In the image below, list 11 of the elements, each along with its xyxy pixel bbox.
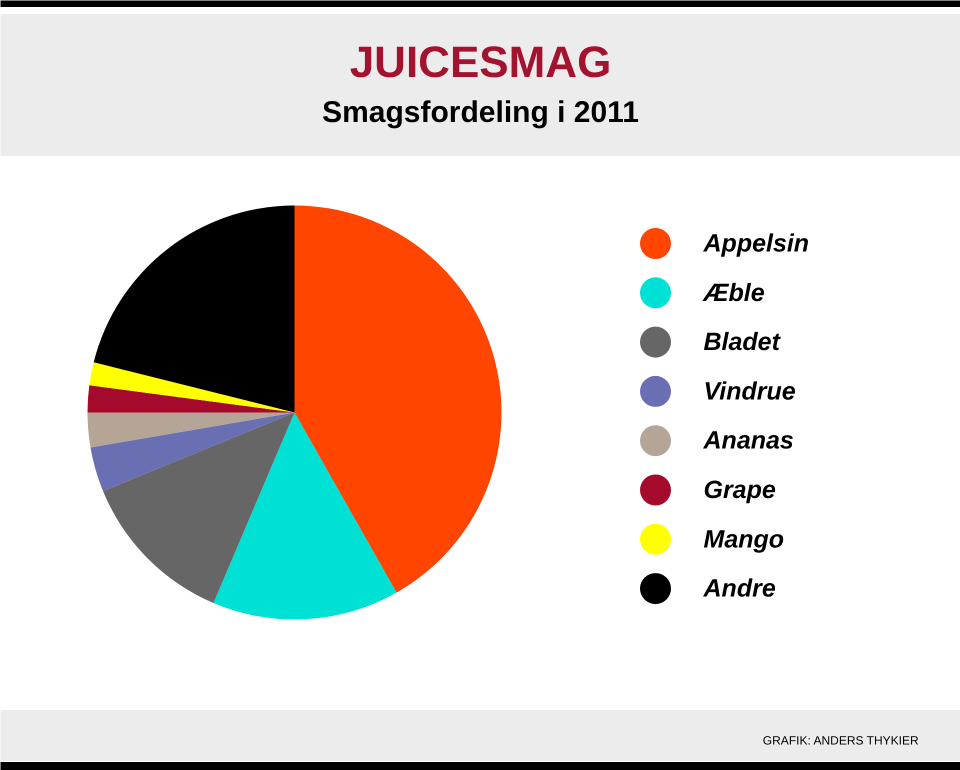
text: GRAFIK: ANDERS THYKIER bbox=[762, 734, 919, 748]
legend-label: Mango bbox=[704, 525, 784, 554]
legend-label: Appelsin bbox=[702, 230, 810, 258]
chart-title: JUICESMAG bbox=[350, 38, 612, 87]
legend-label: Bladet bbox=[704, 328, 782, 356]
legend-label: Æble bbox=[702, 278, 765, 307]
legend-label: Grape bbox=[704, 476, 776, 504]
legend-label: Andre bbox=[702, 574, 776, 603]
chart-subtitle: Smagsfordeling i 2011 bbox=[322, 96, 639, 129]
legend-label: Vindrue bbox=[704, 377, 796, 406]
legend-label: Ananas bbox=[702, 426, 794, 455]
